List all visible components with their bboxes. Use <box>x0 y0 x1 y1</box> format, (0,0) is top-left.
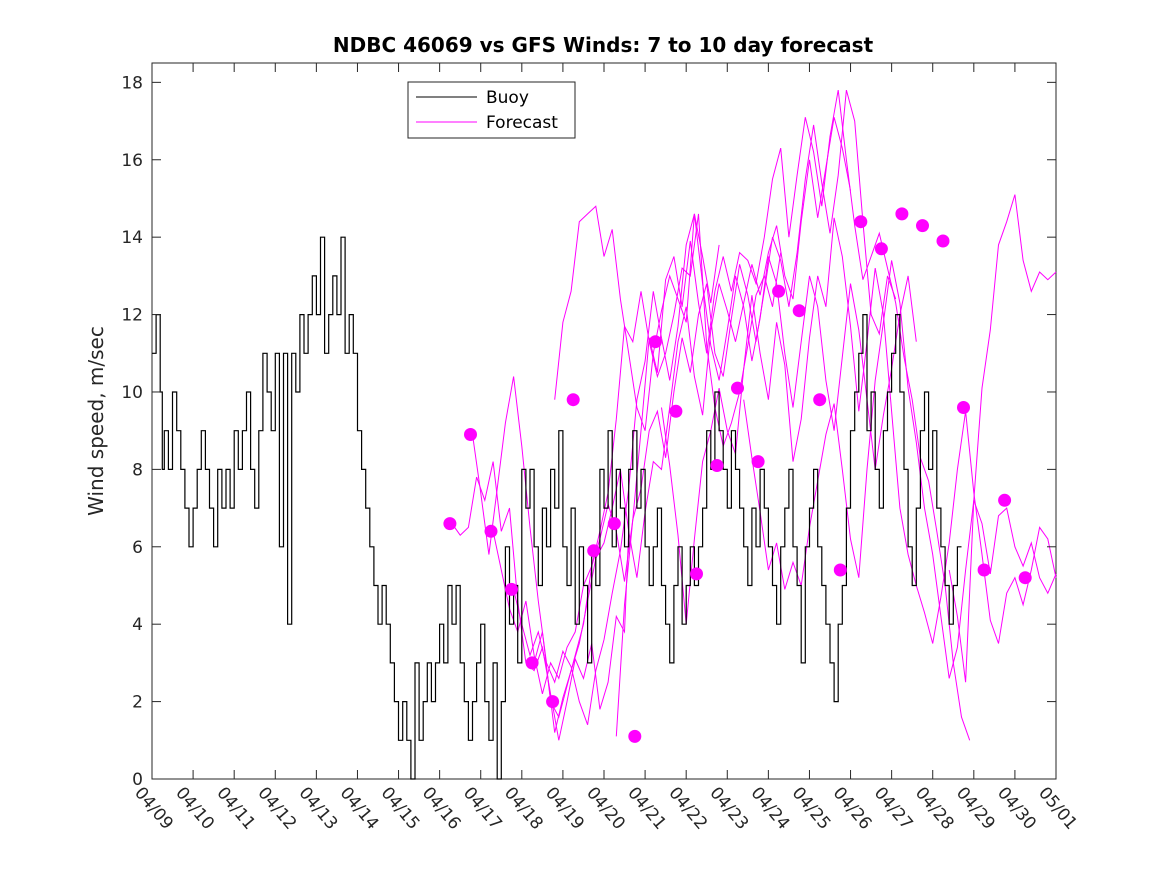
forecast-marker <box>854 215 868 229</box>
chart-title: NDBC 46069 vs GFS Winds: 7 to 10 day for… <box>333 33 874 57</box>
forecast-marker <box>751 455 765 469</box>
forecast-marker <box>1018 571 1032 585</box>
forecast-marker <box>628 729 642 743</box>
forecast-marker <box>916 219 929 233</box>
forecast-marker <box>772 284 786 298</box>
forecast-trace-2 <box>472 213 720 725</box>
forecast-marker <box>525 656 539 670</box>
y-tick-label: 4 <box>132 615 143 635</box>
y-tick-label: 8 <box>132 460 143 480</box>
y-tick-label: 14 <box>121 228 143 248</box>
y-tick-label: 18 <box>121 73 143 93</box>
forecast-marker <box>546 695 560 709</box>
y-tick-label: 2 <box>132 693 143 713</box>
forecast-marker <box>484 524 498 538</box>
forecast-marker <box>792 304 806 318</box>
forecast-marker <box>464 428 477 441</box>
y-tick-label: 16 <box>121 151 143 171</box>
legend-label-buoy: Buoy <box>486 88 529 108</box>
forecast-marker <box>998 493 1012 507</box>
y-tick-label: 12 <box>121 306 143 326</box>
legend-label-forecast: Forecast <box>486 113 558 133</box>
y-tick-label: 0 <box>132 770 143 790</box>
forecast-marker <box>957 401 970 414</box>
forecast-marker <box>648 335 662 349</box>
forecast-marker <box>874 242 888 256</box>
y-axis: 0 2 4 6 8 10 12 14 16 18 <box>121 73 1056 790</box>
forecast-marker <box>505 582 518 596</box>
plot-area <box>151 62 1057 780</box>
forecast-trace-3 <box>492 213 782 695</box>
forecast-marker <box>607 517 621 531</box>
forecast-marker <box>669 404 683 418</box>
forecast-marker <box>813 393 827 407</box>
buoy-series <box>152 236 962 780</box>
forecast-marker <box>731 381 744 395</box>
forecast-trace-7 <box>615 90 971 741</box>
forecast-marker <box>710 459 724 472</box>
forecast-marker <box>977 563 991 577</box>
forecast-marker <box>936 234 950 248</box>
y-tick-label: 6 <box>132 538 143 558</box>
forecast-marker <box>690 567 703 581</box>
forecast-marker <box>587 544 601 558</box>
y-tick-label: 10 <box>121 383 143 403</box>
forecast-trace-6 <box>554 205 917 470</box>
legend-box <box>407 81 576 139</box>
forecast-marker <box>833 563 847 577</box>
forecast-marker <box>566 393 580 407</box>
forecast-marker <box>443 517 457 531</box>
forecast-markers <box>443 207 1032 743</box>
forecast-traces <box>451 89 1057 741</box>
buoy-line <box>152 236 962 780</box>
legend: Buoy Forecast <box>407 81 576 139</box>
forecast-trace-10 <box>948 194 1057 683</box>
forecast-trace-8 <box>661 217 1057 644</box>
y-axis-label: Wind speed, m/sec <box>84 326 108 516</box>
forecast-trace-9 <box>743 260 1057 679</box>
forecast-marker <box>895 207 909 221</box>
